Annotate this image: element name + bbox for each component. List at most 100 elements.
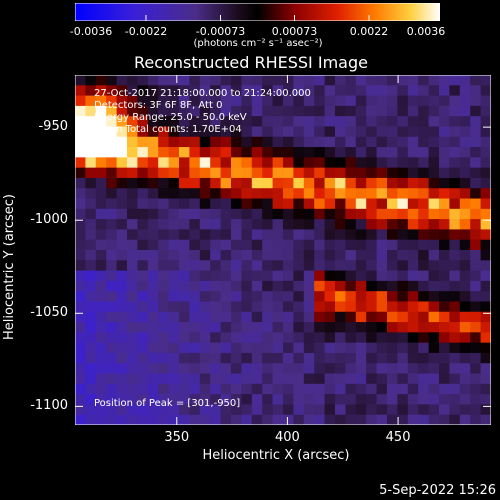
heatmap-cell [241, 352, 253, 364]
heatmap-cell [314, 208, 326, 220]
heatmap-cell [137, 136, 149, 148]
heatmap-cell [303, 342, 315, 354]
heatmap-cell [418, 157, 430, 169]
heatmap-cell [335, 311, 346, 323]
heatmap-cell [241, 105, 253, 117]
heatmap-cell [272, 301, 284, 313]
heatmap-cell [449, 95, 461, 107]
heatmap-cell [262, 270, 274, 282]
heatmap-cell [262, 188, 274, 200]
heatmap-cell [293, 157, 305, 169]
heatmap-cell [262, 75, 274, 86]
heatmap-cell [272, 311, 284, 323]
heatmap-cell [314, 126, 326, 138]
heatmap-cell [449, 136, 461, 148]
heatmap-cell [303, 322, 315, 333]
heatmap-cell [127, 157, 138, 169]
heatmap-cell [75, 322, 86, 333]
heatmap-cell [220, 342, 232, 354]
heatmap-cell [449, 291, 461, 303]
heatmap-cell [210, 95, 222, 107]
heatmap-cell [158, 332, 170, 344]
heatmap-cell [179, 198, 190, 210]
heatmap-cell [335, 352, 346, 364]
heatmap-cell [407, 85, 419, 97]
heatmap-cell [314, 311, 326, 323]
heatmap-cell [251, 352, 263, 364]
heatmap-cell [335, 188, 346, 200]
heatmap-cell [324, 147, 336, 158]
heatmap-cell [137, 383, 149, 395]
heatmap-cell [335, 383, 346, 395]
heatmap-cell [116, 373, 128, 385]
heatmap-cell [449, 394, 461, 406]
heatmap-cell [366, 383, 378, 395]
heatmap-cell [85, 229, 97, 241]
heatmap-cell [189, 157, 201, 169]
heatmap-cell [480, 280, 491, 292]
heatmap-cell [127, 177, 138, 189]
heatmap-cell [220, 126, 232, 138]
heatmap-cell [137, 239, 149, 251]
heatmap-cell [116, 95, 128, 107]
heatmap-cell [470, 270, 482, 282]
heatmap-cell [95, 75, 107, 86]
heatmap-cell [335, 414, 346, 425]
heatmap-cell [75, 157, 86, 169]
heatmap-cell [376, 116, 388, 128]
colorbar-gradient [75, 3, 440, 21]
heatmap-cell [75, 239, 86, 251]
heatmap-cell [210, 414, 222, 425]
heatmap-cell [179, 208, 190, 220]
heatmap-cell [439, 373, 450, 385]
heatmap-cell [314, 383, 326, 395]
heatmap-cell [335, 116, 346, 128]
heatmap-cell [272, 291, 284, 303]
heatmap-cell [355, 260, 367, 272]
heatmap-cell [189, 136, 201, 148]
heatmap-cell [241, 260, 253, 272]
heatmap-cell [147, 352, 159, 364]
heatmap-cell [95, 105, 107, 117]
heatmap-cell [314, 373, 326, 385]
heatmap-cell [262, 177, 274, 189]
heatmap-cell [397, 250, 409, 261]
heatmap-cell [137, 188, 149, 200]
heatmap-cell [189, 85, 201, 97]
heatmap-cell [355, 136, 367, 148]
heatmap-cell [459, 414, 471, 425]
heatmap-cell [418, 219, 430, 231]
heatmap-cell [116, 270, 128, 282]
heatmap-cell [199, 157, 211, 169]
heatmap-cell [355, 157, 367, 169]
heatmap-cell [251, 147, 263, 158]
heatmap-cell [335, 229, 346, 241]
heatmap-cell [199, 147, 211, 158]
heatmap-cell [210, 250, 222, 261]
heatmap-cell [324, 85, 336, 97]
heatmap-cell [241, 383, 253, 395]
heatmap-cell [387, 167, 398, 179]
heatmap-cell [335, 85, 346, 97]
heatmap-cell [345, 383, 357, 395]
heatmap-cell [272, 352, 284, 364]
heatmap-cell [75, 383, 86, 395]
heatmap-cell [241, 198, 253, 210]
heatmap-cell [179, 280, 190, 292]
heatmap-cell [106, 229, 118, 241]
heatmap-cell [324, 95, 336, 107]
heatmap-cell [95, 167, 107, 179]
heatmap-cell [418, 75, 430, 86]
heatmap-cell [147, 363, 159, 375]
heatmap-cell [210, 116, 222, 128]
heatmap-cell [293, 352, 305, 364]
heatmap-cell [407, 280, 419, 292]
heatmap-cell [272, 208, 284, 220]
heatmap-cell [220, 322, 232, 333]
heatmap-cell [251, 373, 263, 385]
colorbar-tick-label: -0.0036 [69, 25, 113, 38]
heatmap-cell [345, 280, 357, 292]
heatmap-cell [355, 404, 367, 416]
heatmap-cell [116, 394, 128, 406]
heatmap-cell [137, 126, 149, 138]
